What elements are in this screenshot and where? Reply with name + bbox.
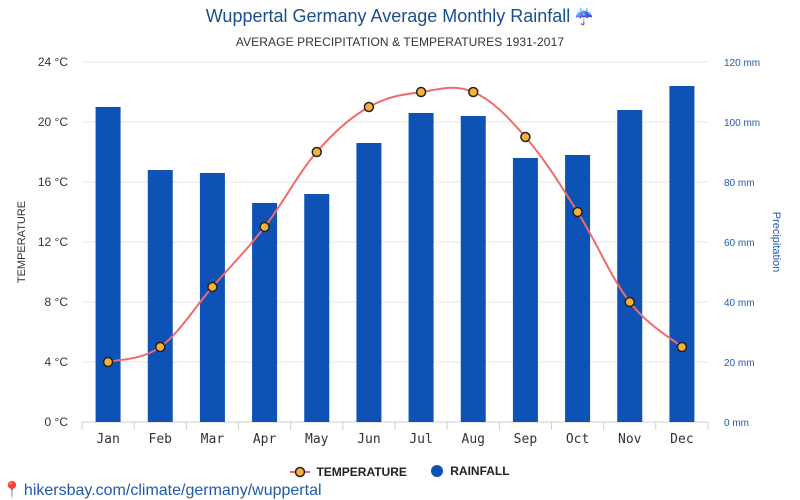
y-right-tick-label: 0 mm	[724, 418, 749, 429]
x-tick-label: Dec	[670, 432, 693, 447]
temperature-point	[624, 296, 635, 308]
y-right-tick-label: 100 mm	[724, 118, 760, 129]
y-right-axis-label: Precipitation	[770, 212, 782, 273]
rainfall-bar	[512, 158, 538, 422]
y-right-tick-label: 80 mm	[724, 178, 755, 189]
x-tick-label: Nov	[618, 432, 642, 447]
y-left-tick-label: 24 °C	[38, 55, 68, 69]
rainfall-bar	[460, 116, 486, 422]
y-left-axis-label: TEMPERATURE	[16, 201, 28, 283]
y-left-tick-label: 12 °C	[38, 235, 68, 249]
x-tick-label: Mar	[201, 432, 225, 447]
chart-legend: TEMPERATURE RAINFALL	[0, 464, 800, 481]
x-tick-label: Jul	[409, 432, 432, 447]
y-left-tick-label: 20 °C	[38, 115, 68, 129]
temperature-line	[107, 86, 683, 363]
rainfall-bar	[408, 113, 434, 422]
y-left-tick-label: 0 °C	[45, 415, 69, 429]
chart-subtitle: AVERAGE PRECIPITATION & TEMPERATURES 193…	[235, 35, 565, 49]
source-link-text: hikersbay.com/climate/germany/wuppertal	[23, 482, 322, 499]
y-right-tick-label: 60 mm	[724, 238, 755, 249]
x-tick-label: May	[305, 432, 329, 447]
x-tick-label: Sep	[514, 432, 538, 447]
temperature-point	[102, 356, 114, 368]
x-tick-label: Aug	[462, 432, 485, 447]
x-tick-label: Jun	[357, 432, 380, 447]
chart-title-text: Wuppertal Germany Average Monthly Rainfa…	[205, 6, 571, 26]
y-left-tick-label: 8 °C	[45, 295, 69, 309]
source-link[interactable]: 📍 hikersbay.com/climate/germany/wuppertal	[2, 480, 322, 500]
y-right-tick-label: 40 mm	[724, 298, 755, 309]
umbrella-icon: ☔	[574, 9, 595, 26]
rainfall-bar	[669, 86, 695, 422]
x-tick-label: Apr	[253, 432, 277, 447]
x-tick-label: Feb	[149, 432, 173, 447]
rainfall-bar	[304, 194, 330, 422]
y-right-tick-label: 120 mm	[724, 58, 760, 69]
y-left-tick-label: 4 °C	[45, 355, 69, 369]
rainfall-bar	[147, 170, 173, 422]
x-tick-label: Jan	[96, 432, 119, 447]
rainfall-bar	[356, 143, 382, 422]
temperature-point	[520, 131, 531, 143]
temperature-point	[676, 341, 688, 353]
y-left-tick-label: 16 °C	[38, 175, 68, 189]
y-right-tick-label: 20 mm	[724, 358, 755, 369]
temperature-point	[207, 281, 218, 293]
legend-rainfall-marker	[431, 465, 444, 477]
temperature-point	[311, 146, 322, 158]
rainfall-bar	[565, 155, 591, 422]
rainfall-bar	[252, 203, 278, 422]
temperature-point	[468, 86, 479, 98]
temperature-point	[363, 101, 375, 113]
location-pin-icon: 📍	[2, 482, 22, 499]
legend-rainfall-label: RAINFALL	[450, 464, 510, 478]
legend-item-temperature[interactable]: TEMPERATURE	[290, 465, 407, 479]
chart-plot: 0 °C 4 °C 8 °C 12 °C 16 °C 20 °C 24 °C 0 mm 20 m…	[16, 55, 782, 447]
rainfall-bar	[617, 110, 643, 422]
x-tick-label: Oct	[566, 432, 589, 447]
temperature-point	[572, 206, 583, 218]
legend-item-rainfall[interactable]: RAINFALL	[430, 464, 510, 478]
temperature-point	[259, 221, 270, 233]
rainfall-bar	[95, 107, 121, 422]
legend-temperature-label: TEMPERATURE	[316, 465, 407, 479]
temperature-point	[415, 86, 427, 98]
legend-temperature-marker	[290, 466, 311, 478]
temperature-point	[155, 341, 166, 353]
chart-title: Wuppertal Germany Average Monthly Rainfa…	[0, 6, 800, 27]
